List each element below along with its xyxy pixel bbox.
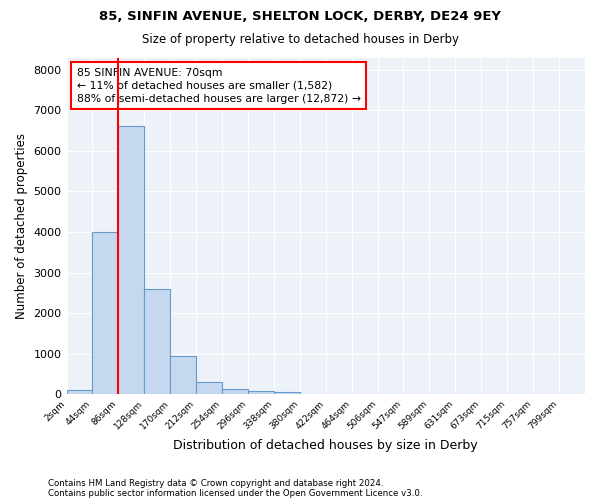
- Text: Contains public sector information licensed under the Open Government Licence v3: Contains public sector information licen…: [48, 488, 422, 498]
- Bar: [145, 288, 170, 394]
- Bar: [274, 392, 300, 394]
- Text: 85 SINFIN AVENUE: 70sqm
← 11% of detached houses are smaller (1,582)
88% of semi: 85 SINFIN AVENUE: 70sqm ← 11% of detache…: [77, 68, 361, 104]
- Bar: [67, 390, 92, 394]
- Bar: [118, 126, 145, 394]
- Bar: [170, 356, 196, 394]
- X-axis label: Distribution of detached houses by size in Derby: Distribution of detached houses by size …: [173, 440, 478, 452]
- Bar: [248, 391, 274, 394]
- Y-axis label: Number of detached properties: Number of detached properties: [15, 133, 28, 319]
- Text: Size of property relative to detached houses in Derby: Size of property relative to detached ho…: [142, 32, 458, 46]
- Text: 85, SINFIN AVENUE, SHELTON LOCK, DERBY, DE24 9EY: 85, SINFIN AVENUE, SHELTON LOCK, DERBY, …: [99, 10, 501, 23]
- Bar: [222, 390, 248, 394]
- Bar: [196, 382, 222, 394]
- Bar: [92, 232, 118, 394]
- Text: Contains HM Land Registry data © Crown copyright and database right 2024.: Contains HM Land Registry data © Crown c…: [48, 478, 383, 488]
